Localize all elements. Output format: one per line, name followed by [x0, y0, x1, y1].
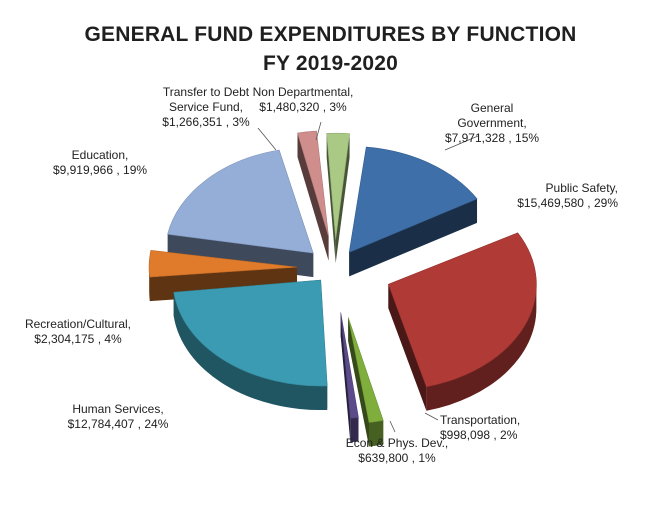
slice-rim	[173, 292, 328, 411]
pie-slice-non-departmental	[326, 132, 350, 264]
slice-top	[340, 312, 359, 419]
leader-line	[389, 420, 396, 433]
slice-rim	[426, 284, 537, 411]
slice-top	[348, 146, 478, 253]
slice-top	[167, 149, 314, 254]
slice-top	[387, 232, 537, 388]
pie-slice-public-safety	[387, 232, 537, 411]
slice-label-non-departmental: Non Departmental, $1,480,320 , 3%	[253, 85, 354, 114]
slice-label-public-safety: Public Safety, $15,469,580 , 29%	[517, 181, 618, 210]
chart-subtitle: FY 2019-2020	[262, 52, 399, 75]
slice-wall	[348, 317, 370, 447]
slice-wall	[335, 133, 350, 264]
pie-slice-general-government	[348, 146, 478, 277]
chart-title: GENERAL FUND EXPENDITURES BY FUNCTION	[84, 23, 577, 46]
leader-line	[444, 135, 479, 151]
slice-label-human-services: Human Services, $12,784,407 , 24%	[68, 402, 169, 431]
slice-top	[173, 279, 328, 387]
leader-line	[424, 412, 439, 421]
pie-slice-econ-phys-dev-	[340, 312, 359, 443]
slice-wall	[388, 284, 427, 411]
slice-label-transportation: Transportation, $998,098 , 2%	[440, 413, 520, 442]
pie-slice-transportation	[347, 317, 384, 447]
slice-rim	[350, 417, 359, 443]
slice-label-general-government: General Government, $7,971,328 , 15%	[445, 101, 539, 145]
leader-line	[315, 121, 322, 141]
pie-slice-human-services	[173, 279, 328, 411]
slice-wall	[326, 133, 336, 264]
slice-wall	[349, 198, 478, 277]
slice-top	[148, 250, 298, 278]
slice-top	[297, 130, 329, 237]
slice-top	[326, 132, 350, 240]
slice-rim	[149, 267, 150, 302]
slice-wall	[297, 133, 329, 261]
slice-top	[347, 317, 384, 423]
slice-label-recreation-cultural: Recreation/Cultural, $2,304,175 , 4%	[25, 317, 131, 346]
slice-wall	[340, 312, 351, 443]
slice-rim	[369, 420, 384, 447]
slice-label-transfer-to-debt-service-fund: Transfer to Debt Service Fund, $1,266,351 …	[162, 85, 250, 129]
slice-label-education: Education, $9,919,966 , 19%	[53, 148, 147, 177]
slice-label-econ-phys-dev-: Econ & Phys. Dev., $639,800 , 1%	[346, 436, 449, 465]
leader-line	[257, 127, 277, 151]
pie-slice-transfer-to-debt-service-fund	[297, 130, 329, 261]
